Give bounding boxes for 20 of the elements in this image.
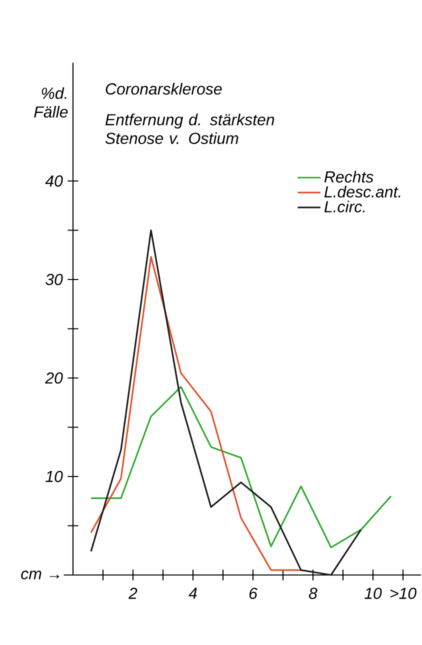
line-series <box>90 256 302 571</box>
y-tick-label: 10 <box>46 470 64 482</box>
text: Coronarsklerose <box>106 82 222 95</box>
line-series <box>90 386 392 548</box>
y-axis-title: %d. Fälle <box>34 87 68 118</box>
x-tick-label: >10 <box>390 588 417 600</box>
x-tick-label: 6 <box>250 588 258 600</box>
y-tick-label: 20 <box>45 372 64 384</box>
x-tick-label: 10 <box>364 588 382 600</box>
x-tick-label: 2 <box>128 588 138 599</box>
text: Entfernung d. stärksten Stenose v. Ostium <box>106 114 274 144</box>
legend-label: Rechts <box>324 170 374 183</box>
legend-label: L.circ. <box>324 200 365 212</box>
y-tick-label: 40 <box>45 175 64 187</box>
x-axis-title: cm → <box>21 570 60 580</box>
y-tick-label: 30 <box>46 274 64 286</box>
x-tick-label: 8 <box>309 588 318 600</box>
line-series <box>90 229 362 576</box>
x-tick-label: 4 <box>188 588 198 599</box>
legend-label: L.desc.ant. <box>324 186 400 198</box>
